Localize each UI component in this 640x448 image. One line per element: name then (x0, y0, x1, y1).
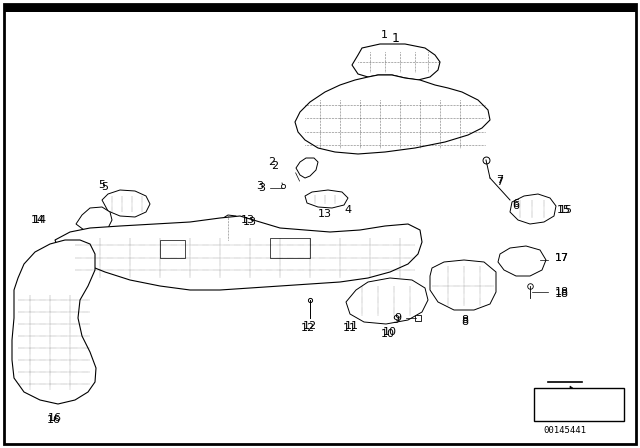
Text: 11: 11 (345, 321, 359, 331)
Text: 18: 18 (555, 287, 569, 297)
Text: 15: 15 (559, 205, 573, 215)
Polygon shape (510, 194, 556, 224)
Text: 18: 18 (555, 289, 569, 299)
Text: 3: 3 (259, 183, 266, 193)
Text: 16: 16 (48, 413, 62, 423)
Polygon shape (498, 246, 546, 276)
Text: 7: 7 (497, 175, 504, 185)
Text: 13: 13 (241, 215, 255, 225)
Text: 6: 6 (513, 199, 520, 209)
Text: 12: 12 (303, 321, 317, 331)
Text: 14: 14 (31, 215, 45, 225)
Text: 4: 4 (344, 205, 351, 215)
Polygon shape (430, 260, 496, 310)
Polygon shape (55, 216, 422, 290)
Text: 17: 17 (555, 253, 569, 263)
Text: 7: 7 (497, 177, 504, 187)
Text: 2: 2 (271, 161, 278, 171)
Polygon shape (296, 158, 318, 178)
Text: 00145441: 00145441 (543, 426, 586, 435)
Polygon shape (160, 240, 185, 258)
Text: 13: 13 (318, 209, 332, 219)
Polygon shape (12, 240, 96, 404)
Polygon shape (295, 75, 490, 154)
Text: 8: 8 (461, 315, 468, 325)
Polygon shape (102, 190, 150, 217)
Polygon shape (352, 44, 440, 80)
Text: 5: 5 (102, 182, 109, 192)
Text: 10: 10 (383, 327, 397, 337)
Text: 9: 9 (394, 313, 401, 323)
Text: 14: 14 (33, 215, 47, 225)
Text: 3: 3 (257, 181, 264, 191)
Text: 16: 16 (47, 415, 61, 425)
Bar (534, 388, 624, 421)
Text: 2: 2 (268, 157, 276, 167)
Text: 11: 11 (343, 323, 357, 333)
Polygon shape (346, 278, 428, 324)
Text: 17: 17 (555, 253, 569, 263)
Text: 9: 9 (392, 315, 399, 325)
Text: 5: 5 (99, 180, 106, 190)
Text: 15: 15 (557, 205, 571, 215)
Text: 10: 10 (381, 329, 395, 339)
Text: 13: 13 (243, 217, 257, 227)
Polygon shape (270, 238, 310, 258)
Text: 6: 6 (513, 201, 520, 211)
Polygon shape (216, 215, 240, 238)
Polygon shape (548, 386, 582, 404)
Text: 1: 1 (392, 31, 400, 44)
Text: 8: 8 (461, 317, 468, 327)
Polygon shape (305, 190, 348, 208)
Text: 12: 12 (301, 323, 315, 333)
Polygon shape (76, 207, 112, 232)
Bar (4, 4, 636, 12)
Text: 1: 1 (381, 30, 387, 40)
